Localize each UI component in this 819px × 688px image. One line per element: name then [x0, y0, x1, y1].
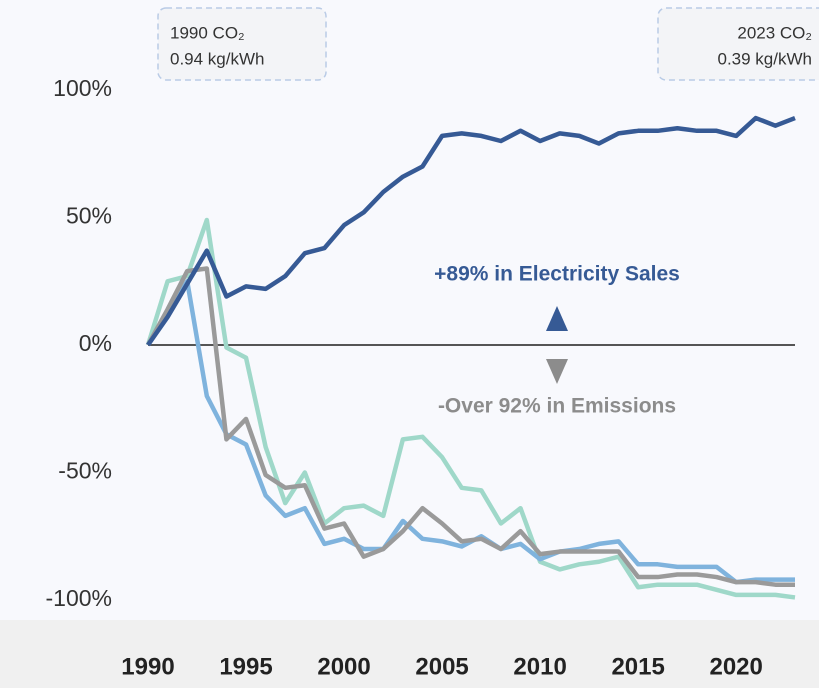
annotation: 2023 CO₂ [737, 23, 812, 42]
series-line [146, 279, 795, 585]
series-line [146, 115, 796, 347]
x-tick-label: 2005 [415, 653, 468, 680]
up-arrow [546, 306, 568, 331]
y-tick-label: -50% [58, 458, 112, 484]
y-tick-label: -100% [46, 585, 112, 611]
annotation: -Over 92% in Emissions [438, 395, 676, 418]
y-tick-label: 50% [66, 203, 112, 229]
annotation: 0.94 kg/kWh [170, 49, 265, 68]
y-tick-label: 100% [53, 75, 112, 101]
series-line [146, 266, 795, 587]
x-tick-label: 2020 [709, 653, 762, 680]
annotation-box [157, 7, 327, 81]
x-tick-label: 1990 [121, 653, 174, 680]
down-arrow [546, 359, 568, 384]
series-line [145, 217, 796, 600]
annotation: 1990 CO₂ [170, 23, 245, 42]
annotation: 0.39 kg/kWh [718, 49, 813, 68]
x-axis-band [0, 620, 819, 688]
x-tick-label: 2010 [513, 653, 566, 680]
x-tick-label: 1995 [219, 653, 272, 680]
annotation: +89% in Electricity Sales [434, 263, 680, 286]
annotation-box [657, 7, 819, 81]
y-tick-label: 0% [79, 330, 112, 356]
x-tick-label: 2015 [611, 653, 664, 680]
x-tick-label: 2000 [317, 653, 370, 680]
